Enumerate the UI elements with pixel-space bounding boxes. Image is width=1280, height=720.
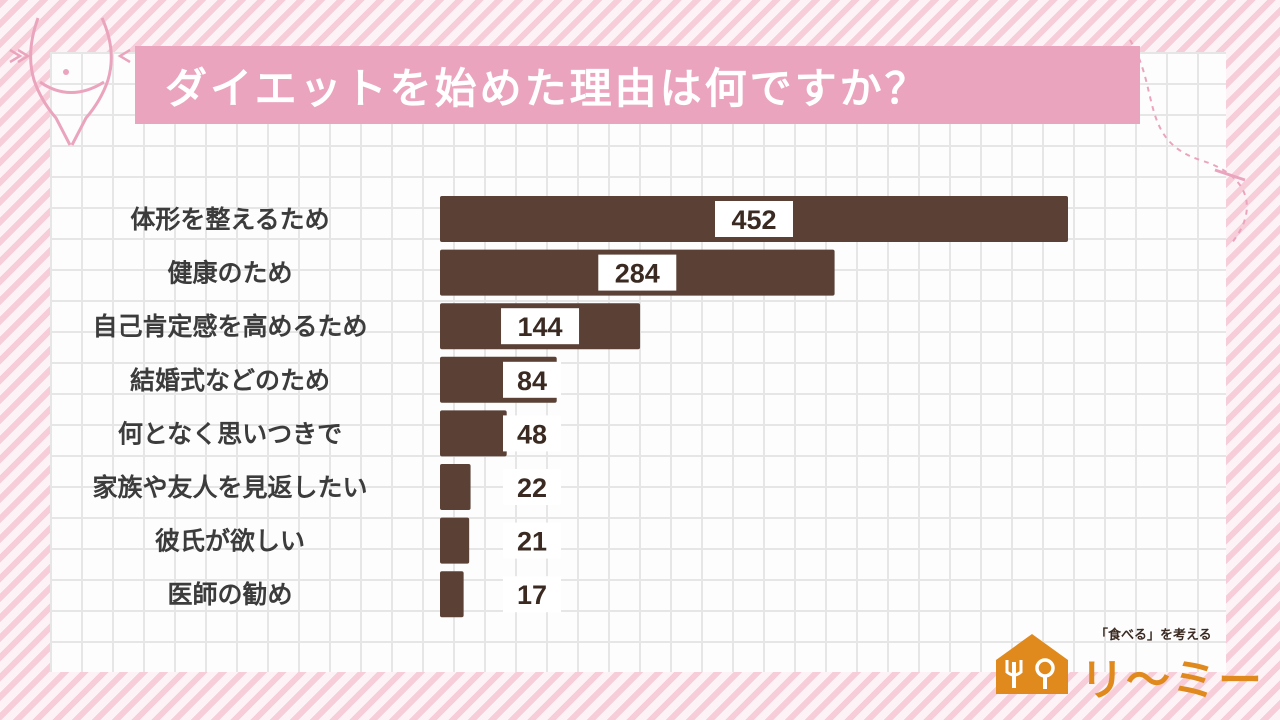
category-label: 健康のため bbox=[167, 259, 292, 288]
category-label: 医師の勧め bbox=[167, 580, 292, 609]
bar bbox=[440, 464, 471, 510]
value-label-box bbox=[715, 201, 793, 237]
value-label-box bbox=[503, 415, 561, 452]
value-label-box bbox=[503, 576, 561, 613]
category-label: 何となく思いつきで bbox=[118, 419, 342, 448]
waist-illustration bbox=[9, 17, 131, 146]
title-banner: ダイエットを始めた理由は何ですか？ bbox=[135, 46, 1140, 124]
bar bbox=[440, 410, 507, 457]
value-label: 21 bbox=[517, 527, 547, 557]
value-label: 452 bbox=[731, 205, 776, 235]
value-label-box bbox=[503, 522, 561, 559]
bar bbox=[440, 571, 464, 618]
value-label: 17 bbox=[517, 580, 547, 610]
value-label: 22 bbox=[517, 473, 547, 503]
ribbon-decoration bbox=[1129, 39, 1248, 246]
chart-panel bbox=[50, 52, 1226, 672]
value-label: 284 bbox=[615, 259, 660, 289]
brand-logo: 「食べる」を考える リ〜ミー bbox=[985, 622, 1265, 706]
value-label-box bbox=[503, 361, 561, 398]
category-label: 結婚式などのため bbox=[130, 366, 330, 395]
value-label: 144 bbox=[518, 312, 563, 342]
chart-title: ダイエットを始めた理由は何ですか？ bbox=[165, 63, 930, 113]
value-label-box bbox=[598, 254, 677, 291]
value-label-box bbox=[501, 308, 580, 345]
value-label: 84 bbox=[517, 366, 547, 396]
brand-name: リ〜ミー bbox=[1080, 655, 1264, 706]
house-icon bbox=[996, 634, 1068, 694]
category-label: 体形を整えるため bbox=[130, 205, 329, 234]
value-label: 48 bbox=[517, 419, 547, 449]
category-label: 家族や友人を見返したい bbox=[92, 473, 367, 502]
value-label-box bbox=[503, 469, 561, 505]
category-label: 彼氏が欲しい bbox=[155, 527, 305, 556]
brand-tagline: 「食べる」を考える bbox=[1095, 628, 1212, 643]
category-label: 自己肯定感を高めるため bbox=[92, 312, 367, 341]
bar bbox=[440, 517, 470, 564]
